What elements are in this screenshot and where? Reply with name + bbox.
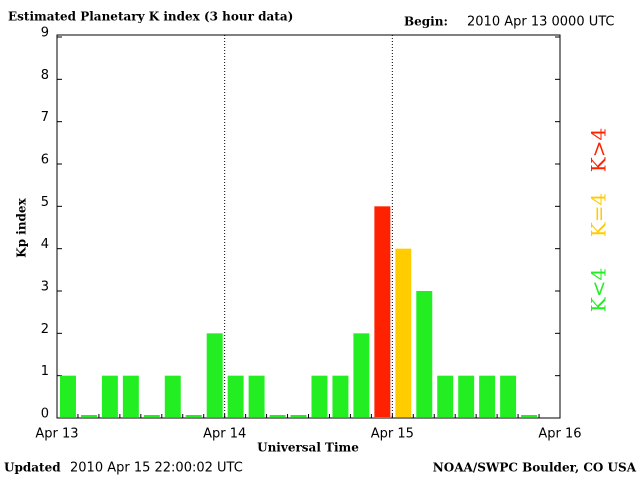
bar: [80, 415, 97, 417]
legend-label: K=4: [587, 193, 611, 237]
bar: [248, 375, 265, 417]
y-tick-label: 3: [41, 280, 49, 295]
y-tick-label: 1: [41, 364, 49, 379]
bar: [353, 333, 370, 417]
bar: [437, 375, 454, 417]
begin-label: Begin:: [404, 15, 448, 29]
plot-frame: [56, 34, 561, 419]
y-tick-label: 7: [41, 110, 49, 125]
bar: [122, 375, 139, 417]
updated-date: 2010 Apr 15 22:00:02 UTC: [70, 461, 243, 476]
bar: [500, 375, 517, 417]
y-tick-label: 9: [41, 26, 49, 41]
credit: NOAA/SWPC Boulder, CO USA: [433, 461, 637, 475]
bar: [458, 375, 475, 417]
bar: [290, 415, 307, 417]
bar: [311, 375, 328, 417]
bar: [60, 375, 76, 417]
bar: [227, 375, 244, 417]
bar: [521, 415, 538, 417]
x-tick-label: Apr 15: [371, 427, 414, 442]
updated-label: Updated: [4, 461, 61, 475]
bar: [269, 415, 286, 417]
begin-date: 2010 Apr 13 0000 UTC: [467, 15, 615, 30]
chart-title: Estimated Planetary K index (3 hour data…: [8, 10, 293, 24]
bar: [101, 375, 118, 417]
y-tick-label: 2: [41, 322, 49, 337]
y-tick-label: 8: [41, 68, 49, 83]
legend-label: K<4: [587, 268, 611, 312]
y-tick-label: 5: [41, 195, 49, 210]
bar: [164, 375, 181, 417]
x-tick-label: Apr 14: [203, 427, 246, 442]
y-tick-label: 4: [41, 237, 49, 252]
x-axis-label: Universal Time: [257, 441, 359, 455]
bar: [143, 415, 160, 417]
y-tick-label: 0: [41, 407, 49, 422]
bar: [416, 291, 433, 417]
legend-label: K>4: [587, 128, 611, 172]
bar: [332, 375, 349, 417]
bar: [479, 375, 496, 417]
x-tick-label: Apr 13: [35, 427, 78, 442]
bar: [395, 248, 412, 417]
x-tick-label: Apr 16: [538, 427, 581, 442]
y-tick-label: 6: [41, 153, 49, 168]
bar: [374, 206, 391, 417]
bar: [206, 333, 223, 417]
bar: [185, 415, 202, 417]
y-axis-label: Kp index: [15, 197, 29, 257]
